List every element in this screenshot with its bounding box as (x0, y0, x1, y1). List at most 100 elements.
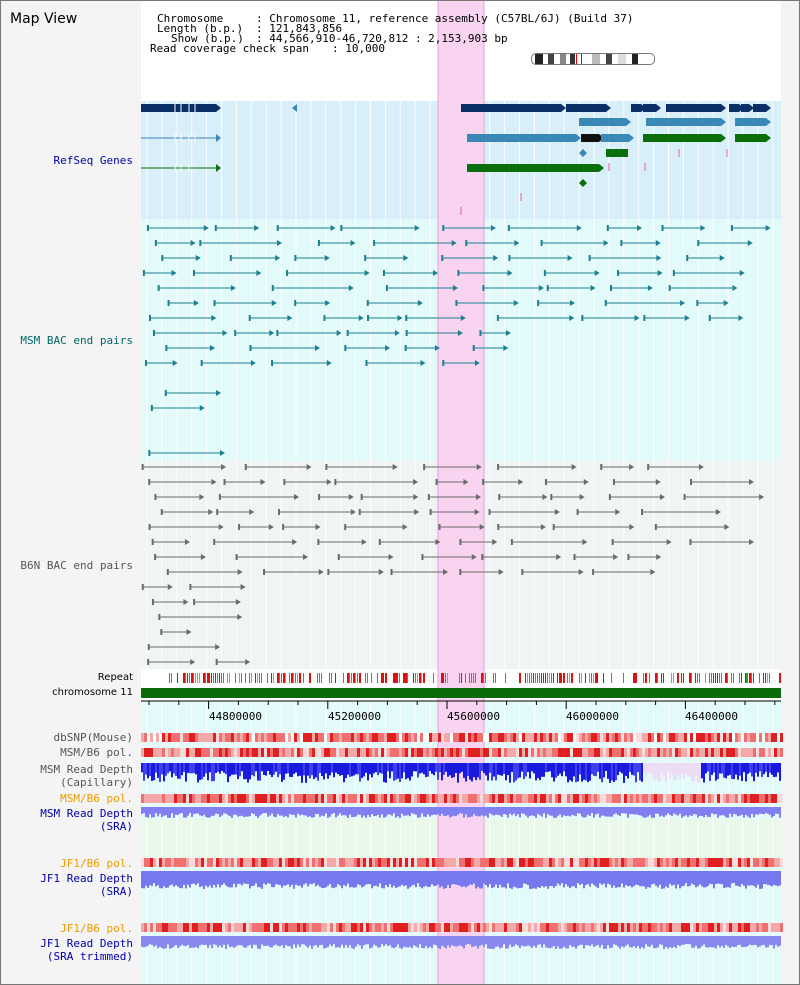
polymorphism-cell (483, 923, 486, 932)
track-label-jf1-b6-pol[interactable]: JF1/B6 pol. (60, 857, 133, 870)
depth-bar (515, 871, 517, 888)
track-label-msm-b6-pol-2[interactable]: MSM/B6 pol. (60, 792, 133, 805)
depth-bar (535, 763, 537, 781)
polymorphism-cell (243, 748, 246, 757)
track-label-chromosome[interactable]: chromosome 11 (52, 687, 133, 698)
polymorphism-cell (234, 748, 237, 757)
polymorphism-cell (768, 748, 771, 757)
depth-bar (659, 763, 661, 782)
depth-bar (707, 763, 709, 772)
polymorphism-cell (309, 733, 312, 742)
polymorphism-cell (351, 748, 354, 757)
polymorphism-cell (678, 794, 681, 803)
polymorphism-cell (747, 733, 750, 742)
polymorphism-cell (267, 748, 270, 757)
depth-bar (551, 936, 553, 948)
polymorphism-cell (531, 733, 534, 742)
depth-bar (403, 936, 405, 947)
polymorphism-cell (402, 748, 405, 757)
depth-bar (607, 807, 609, 817)
repeat-block (541, 673, 542, 683)
polymorphism-cell (417, 794, 420, 803)
track-label-sidebar (1, 1, 141, 984)
polymorphism-cell (621, 923, 624, 932)
depth-bar (183, 936, 185, 946)
polymorphism-cell (597, 858, 600, 867)
depth-bar (733, 763, 735, 780)
depth-bar (313, 871, 315, 884)
polymorphism-cell (654, 923, 657, 932)
bac-end-arrow (680, 300, 686, 306)
polymorphism-cell (339, 748, 342, 757)
repeat-block (195, 673, 196, 683)
repeat-block (569, 673, 570, 683)
polymorphism-cell (159, 794, 162, 803)
depth-bar (389, 807, 391, 815)
polymorphism-cell (459, 794, 462, 803)
depth-bar (719, 807, 721, 816)
depth-bar (227, 763, 229, 783)
polymorphism-cell (657, 748, 660, 757)
depth-bar (581, 871, 583, 884)
polymorphism-cell (228, 794, 231, 803)
depth-bar (519, 763, 521, 778)
depth-bar (711, 871, 713, 885)
depth-bar (157, 763, 159, 778)
track-label-msm-bac[interactable]: MSM BAC end pairs (20, 334, 133, 347)
polymorphism-cell (549, 923, 552, 932)
polymorphism-cell (726, 923, 729, 932)
bac-end-arrow (542, 494, 548, 500)
cytoband-ideogram-icon[interactable] (531, 53, 655, 65)
polymorphism-cell (282, 923, 285, 932)
depth-bar (465, 763, 467, 782)
polymorphism-cell (222, 733, 225, 742)
polymorphism-cell (150, 858, 153, 867)
depth-bar (425, 807, 427, 817)
polymorphism-cell (636, 858, 639, 867)
repeat-block (293, 673, 294, 683)
polymorphism-cell (531, 794, 534, 803)
repeat-block (495, 673, 496, 683)
track-label-jf1-b6-pol-2[interactable]: JF1/B6 pol. (60, 922, 133, 935)
polymorphism-cell (741, 858, 744, 867)
depth-bar (657, 936, 659, 948)
polymorphism-cell (192, 794, 195, 803)
depth-bar (319, 936, 321, 946)
depth-bar (239, 871, 241, 884)
info-length-key: Length (b.p.) (157, 22, 244, 35)
polymorphism-cell (285, 748, 288, 757)
depth-bar (171, 936, 173, 949)
polymorphism-cell (576, 748, 579, 757)
repeat-block (681, 673, 682, 683)
track-label-repeat[interactable]: Repeat (97, 672, 133, 683)
track-label-dbsnp[interactable]: dbSNP(Mouse) (53, 731, 133, 744)
polymorphism-cell (255, 733, 258, 742)
depth-bar (401, 763, 403, 779)
depth-bar (241, 871, 243, 886)
track-label-msm-b6-pol[interactable]: MSM/B6 pol. (60, 746, 133, 759)
polymorphism-cell (201, 794, 204, 803)
depth-bar (753, 871, 755, 887)
polymorphism-cell (522, 748, 525, 757)
depth-bar (505, 807, 507, 815)
track-label-msm-depth-capillary-1[interactable]: MSM Read Depth (40, 763, 133, 776)
depth-bar (679, 763, 681, 780)
polymorphism-cell (177, 748, 180, 757)
repeat-block (415, 673, 416, 683)
track-label-refseq[interactable]: RefSeq Genes (53, 154, 133, 167)
polymorphism-cell (144, 858, 147, 867)
polymorphism-cell (315, 858, 318, 867)
repeat-block (751, 673, 752, 683)
polymorphism-cell (639, 733, 642, 742)
depth-bar (371, 936, 373, 948)
track-label-jf1-depth-trim-1[interactable]: JF1 Read Depth (40, 937, 133, 950)
polymorphism-cell (459, 748, 462, 757)
track-label-jf1-depth-sra-1[interactable]: JF1 Read Depth (40, 872, 133, 885)
track-label-b6n-bac[interactable]: B6N BAC end pairs (20, 559, 133, 572)
depth-bar (447, 807, 449, 815)
depth-bar (715, 763, 717, 781)
depth-bar (235, 871, 237, 888)
track-label-msm-depth-sra-1[interactable]: MSM Read Depth (40, 807, 133, 820)
polymorphism-cell (378, 858, 381, 867)
